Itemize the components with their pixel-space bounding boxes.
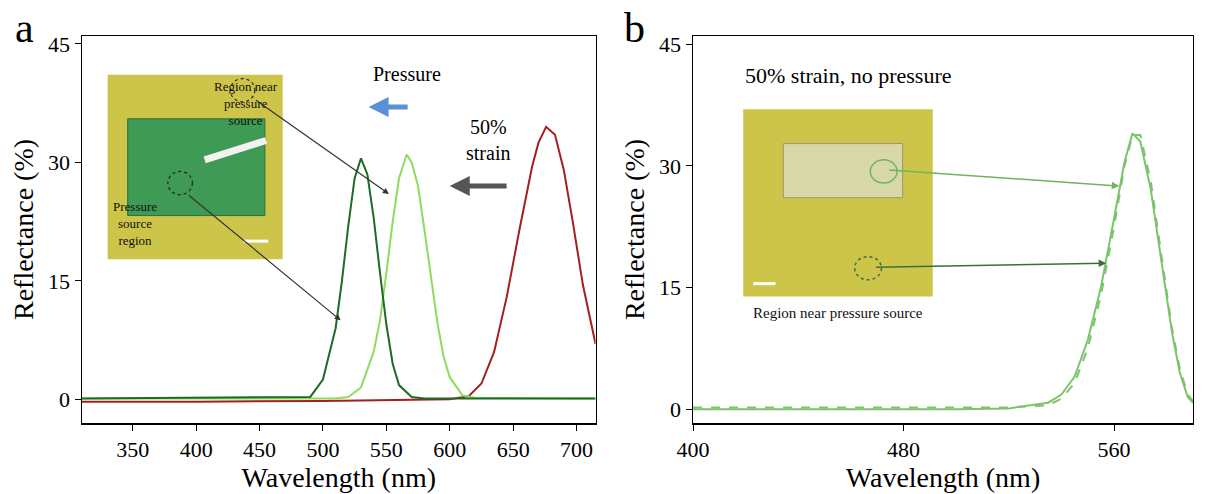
svg-text:Reflectance (%): Reflectance (%): [8, 139, 39, 320]
svg-text:350: 350: [116, 437, 149, 462]
svg-text:Wavelength (nm): Wavelength (nm): [846, 462, 1040, 493]
svg-text:30: 30: [659, 154, 681, 179]
svg-text:15: 15: [48, 269, 70, 294]
svg-text:480: 480: [887, 437, 920, 462]
svg-text:500: 500: [306, 437, 339, 462]
svg-text:650: 650: [497, 437, 530, 462]
svg-text:45: 45: [659, 32, 681, 57]
svg-text:560: 560: [1098, 437, 1131, 462]
svg-text:b: b: [624, 5, 645, 51]
svg-text:Reflectance (%): Reflectance (%): [619, 139, 650, 320]
svg-text:Region near pressure source: Region near pressure source: [753, 305, 923, 321]
svg-text:Pressure: Pressure: [373, 63, 441, 85]
svg-text:600: 600: [433, 437, 466, 462]
svg-text:50%strain: 50%strain: [466, 116, 510, 164]
svg-text:450: 450: [243, 437, 276, 462]
svg-text:Region nearpressuresource: Region nearpressuresource: [214, 79, 278, 128]
svg-text:Wavelength (nm): Wavelength (nm): [242, 462, 436, 493]
svg-text:0: 0: [59, 387, 70, 412]
svg-text:700: 700: [560, 437, 593, 462]
svg-text:0: 0: [670, 397, 681, 422]
svg-text:30: 30: [48, 150, 70, 175]
svg-text:a: a: [15, 5, 34, 51]
svg-text:50% strain, no pressure: 50% strain, no pressure: [745, 63, 952, 88]
svg-text:550: 550: [370, 437, 403, 462]
svg-text:Pressuresourceregion: Pressuresourceregion: [113, 199, 157, 248]
svg-text:15: 15: [659, 275, 681, 300]
svg-text:400: 400: [677, 437, 710, 462]
svg-text:400: 400: [180, 437, 213, 462]
svg-text:45: 45: [48, 32, 70, 57]
